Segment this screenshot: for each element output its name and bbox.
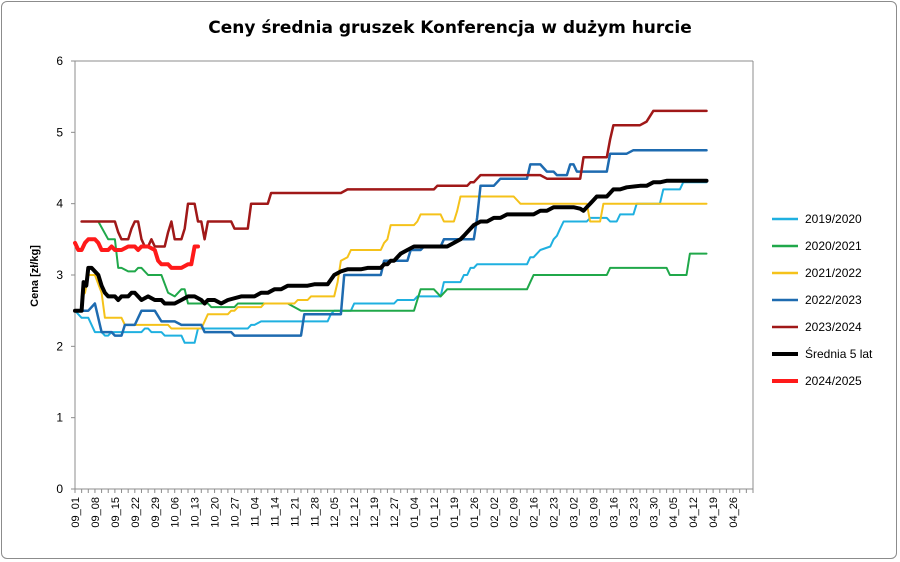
x-tick-label: 01_19 bbox=[449, 497, 461, 528]
x-tick-label: 03_02 bbox=[569, 497, 581, 528]
series-line-4 bbox=[73, 148, 708, 337]
x-tick-label: 04_26 bbox=[728, 497, 740, 528]
x-tick-label: 04_05 bbox=[668, 497, 680, 528]
x-tick-label: 11_21 bbox=[289, 497, 301, 527]
x-tick-label: 11_28 bbox=[309, 497, 321, 527]
x-axis-ticks: 09_01 09_08 09_15 09_22 09_29 10_06 10_13 10_20… bbox=[70, 489, 754, 528]
plot-area bbox=[74, 60, 754, 490]
legend-label-7: 2024/2025 bbox=[805, 374, 862, 388]
legend-label-5: 2023/2024 bbox=[805, 320, 862, 334]
y-tick-label: 3 bbox=[56, 268, 63, 282]
x-tick-label: 04_19 bbox=[708, 497, 720, 528]
y-tick-label: 5 bbox=[56, 125, 63, 139]
x-tick-label: 02_02 bbox=[489, 497, 501, 528]
series-line-5 bbox=[80, 109, 708, 248]
x-tick-label: 10_27 bbox=[230, 497, 242, 528]
x-tick-label: 03_09 bbox=[588, 497, 600, 528]
x-tick-label: 04_12 bbox=[688, 497, 700, 528]
legend-label-6: Średnia 5 lat bbox=[805, 346, 873, 361]
series-line-6 bbox=[73, 178, 709, 313]
x-tick-label: 09_08 bbox=[90, 497, 102, 528]
x-tick-label: 09_29 bbox=[150, 497, 162, 528]
x-tick-label: 12_05 bbox=[329, 497, 341, 528]
x-tick-label: 12_27 bbox=[389, 497, 401, 528]
y-tick-label: 0 bbox=[56, 482, 63, 496]
x-tick-label: 12_12 bbox=[349, 497, 361, 528]
chart-title: Ceny średnia gruszek Konferencja w dużym… bbox=[208, 18, 692, 38]
x-tick-label: 10_13 bbox=[190, 497, 202, 528]
x-tick-label: 12_19 bbox=[369, 497, 381, 528]
x-tick-label: 11_14 bbox=[269, 497, 281, 527]
x-tick-label: 03_16 bbox=[608, 497, 620, 528]
x-tick-label: 03_30 bbox=[648, 497, 660, 528]
y-tick-label: 4 bbox=[56, 197, 63, 211]
x-tick-label: 02_16 bbox=[529, 497, 541, 528]
x-tick-label: 02_23 bbox=[549, 497, 561, 528]
legend-label-2: 2020/2021 bbox=[805, 239, 862, 253]
y-tick-label: 1 bbox=[56, 411, 63, 425]
y-tick-label: 2 bbox=[56, 339, 63, 353]
series-line-3 bbox=[80, 195, 708, 330]
x-tick-label: 09_01 bbox=[70, 497, 82, 528]
series-lines bbox=[73, 109, 709, 344]
y-axis-ticks: 0 1 2 3 4 5 6 bbox=[56, 54, 75, 496]
y-axis-label: Cena [zł/kg] bbox=[29, 245, 41, 307]
x-tick-label: 09_15 bbox=[110, 497, 122, 528]
x-tick-label: 01_12 bbox=[429, 497, 441, 528]
series-line-7 bbox=[73, 237, 200, 270]
legend: 2019/2020 2020/2021 2021/2022 2022/2023 2023… bbox=[772, 212, 873, 388]
x-tick-label: 03_23 bbox=[628, 497, 640, 528]
series-line-2 bbox=[97, 220, 708, 312]
x-tick-label: 10_06 bbox=[170, 497, 182, 528]
x-tick-label: 10_20 bbox=[210, 497, 222, 528]
x-tick-label: 09_22 bbox=[130, 497, 142, 528]
x-tick-label: 02_09 bbox=[509, 497, 521, 528]
legend-label-3: 2021/2022 bbox=[805, 266, 862, 280]
series-line-1 bbox=[74, 181, 708, 344]
x-tick-label: 11_04 bbox=[249, 497, 261, 527]
y-tick-label: 6 bbox=[56, 54, 63, 68]
legend-label-4: 2022/2023 bbox=[805, 293, 862, 307]
x-tick-label: 01_26 bbox=[469, 497, 481, 528]
legend-label-1: 2019/2020 bbox=[805, 212, 862, 226]
x-tick-label: 01_04 bbox=[409, 497, 421, 528]
